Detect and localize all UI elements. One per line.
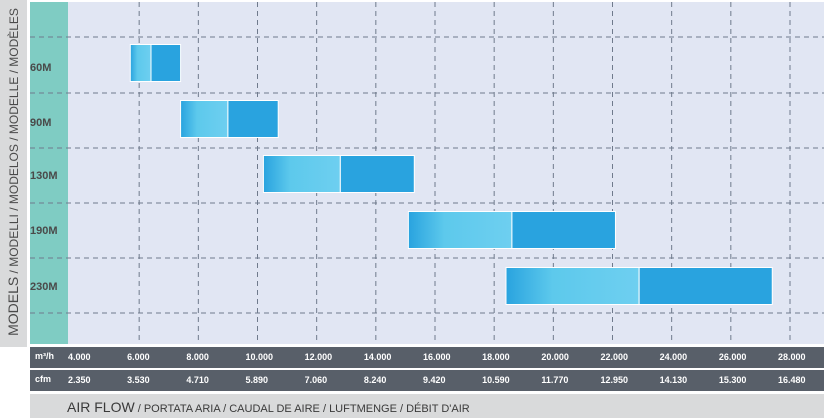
x-axis-title: AIR FLOW / PORTATA ARIA / CAUDAL DE AIRE… [67, 399, 470, 415]
category-label-190m: 190M [30, 225, 58, 237]
primary-axis-tick-label: 18.000 [482, 352, 510, 362]
range-bar-low-90m [180, 100, 229, 138]
secondary-axis-tick-label: 12.950 [600, 375, 629, 385]
y-axis-title-band [0, 0, 27, 347]
secondary-axis-tick-label: 16.480 [778, 375, 806, 385]
range-bar-high-190m [511, 211, 616, 249]
primary-axis-tick-label: 26.000 [718, 352, 747, 362]
secondary-axis-tick-label: 3.530 [127, 375, 150, 385]
secondary-axis-tick-label: 10.590 [482, 375, 510, 385]
range-bar-high-230m [638, 267, 773, 305]
primary-axis-tick-label: 6.000 [127, 352, 150, 362]
range-bar-high-130m [339, 155, 415, 193]
category-strip [30, 2, 68, 344]
category-label-130m: 130M [30, 170, 58, 182]
category-label-90m: 90M [30, 117, 52, 129]
primary-axis-tick-label: 14.000 [363, 352, 392, 362]
range-bar-low-190m [407, 211, 513, 249]
secondary-axis-tick-label: 7.060 [304, 375, 328, 385]
range-bar-low-130m [262, 155, 341, 193]
primary-axis-tick-label: 16.000 [423, 352, 451, 362]
primary-axis-tick-label: 12.000 [304, 352, 333, 362]
range-bar-low-60m [129, 44, 152, 82]
x-axis-title-main: AIR FLOW [67, 399, 135, 415]
primary-axis-row: m³/h 4.000 6.000 8.000 10.000 12.000 14.000 16… [30, 347, 824, 368]
primary-axis-tick-label: 4.000 [68, 352, 91, 362]
range-bar-high-90m [227, 100, 279, 138]
primary-axis-tick-label: 8.000 [186, 352, 209, 362]
category-label-230m: 230M [30, 281, 58, 293]
secondary-axis-unit: cfm [35, 374, 52, 384]
secondary-axis-row: cfm 2.350 3.530 4.710 5.890 7.060 8.240 9.420 1… [30, 370, 824, 391]
secondary-axis-tick-label: 9.420 [423, 375, 446, 385]
primary-axis-tick-label: 10.000 [245, 352, 274, 362]
secondary-axis-tick-label: 14.130 [659, 375, 688, 385]
primary-axis-tick-label: 28.000 [778, 352, 806, 362]
secondary-axis-tick-label: 8.240 [363, 375, 387, 385]
primary-axis-tick-label: 24.000 [659, 352, 688, 362]
secondary-axis-tick-label: 4.710 [186, 375, 209, 385]
primary-axis-tick-label: 22.000 [600, 352, 629, 362]
secondary-axis-tick-label: 15.300 [718, 375, 747, 385]
x-axis-title-band: AIR FLOW / PORTATA ARIA / CAUDAL DE AIRE… [30, 394, 824, 418]
secondary-axis-tick-label: 11.770 [541, 375, 569, 385]
primary-axis-tick-label: 20.000 [541, 352, 569, 362]
range-bar-low-230m [505, 267, 640, 305]
secondary-axis-tick-label: 2.350 [68, 375, 91, 385]
secondary-axis-tick-label: 5.890 [245, 375, 269, 385]
category-label-60m: 60M [30, 62, 52, 74]
x-axis-title-rest: / PORTATA ARIA / CAUDAL DE AIRE / LUFTME… [134, 403, 470, 415]
primary-axis-unit: m³/h [35, 351, 54, 361]
range-bar-high-60m [150, 44, 182, 82]
